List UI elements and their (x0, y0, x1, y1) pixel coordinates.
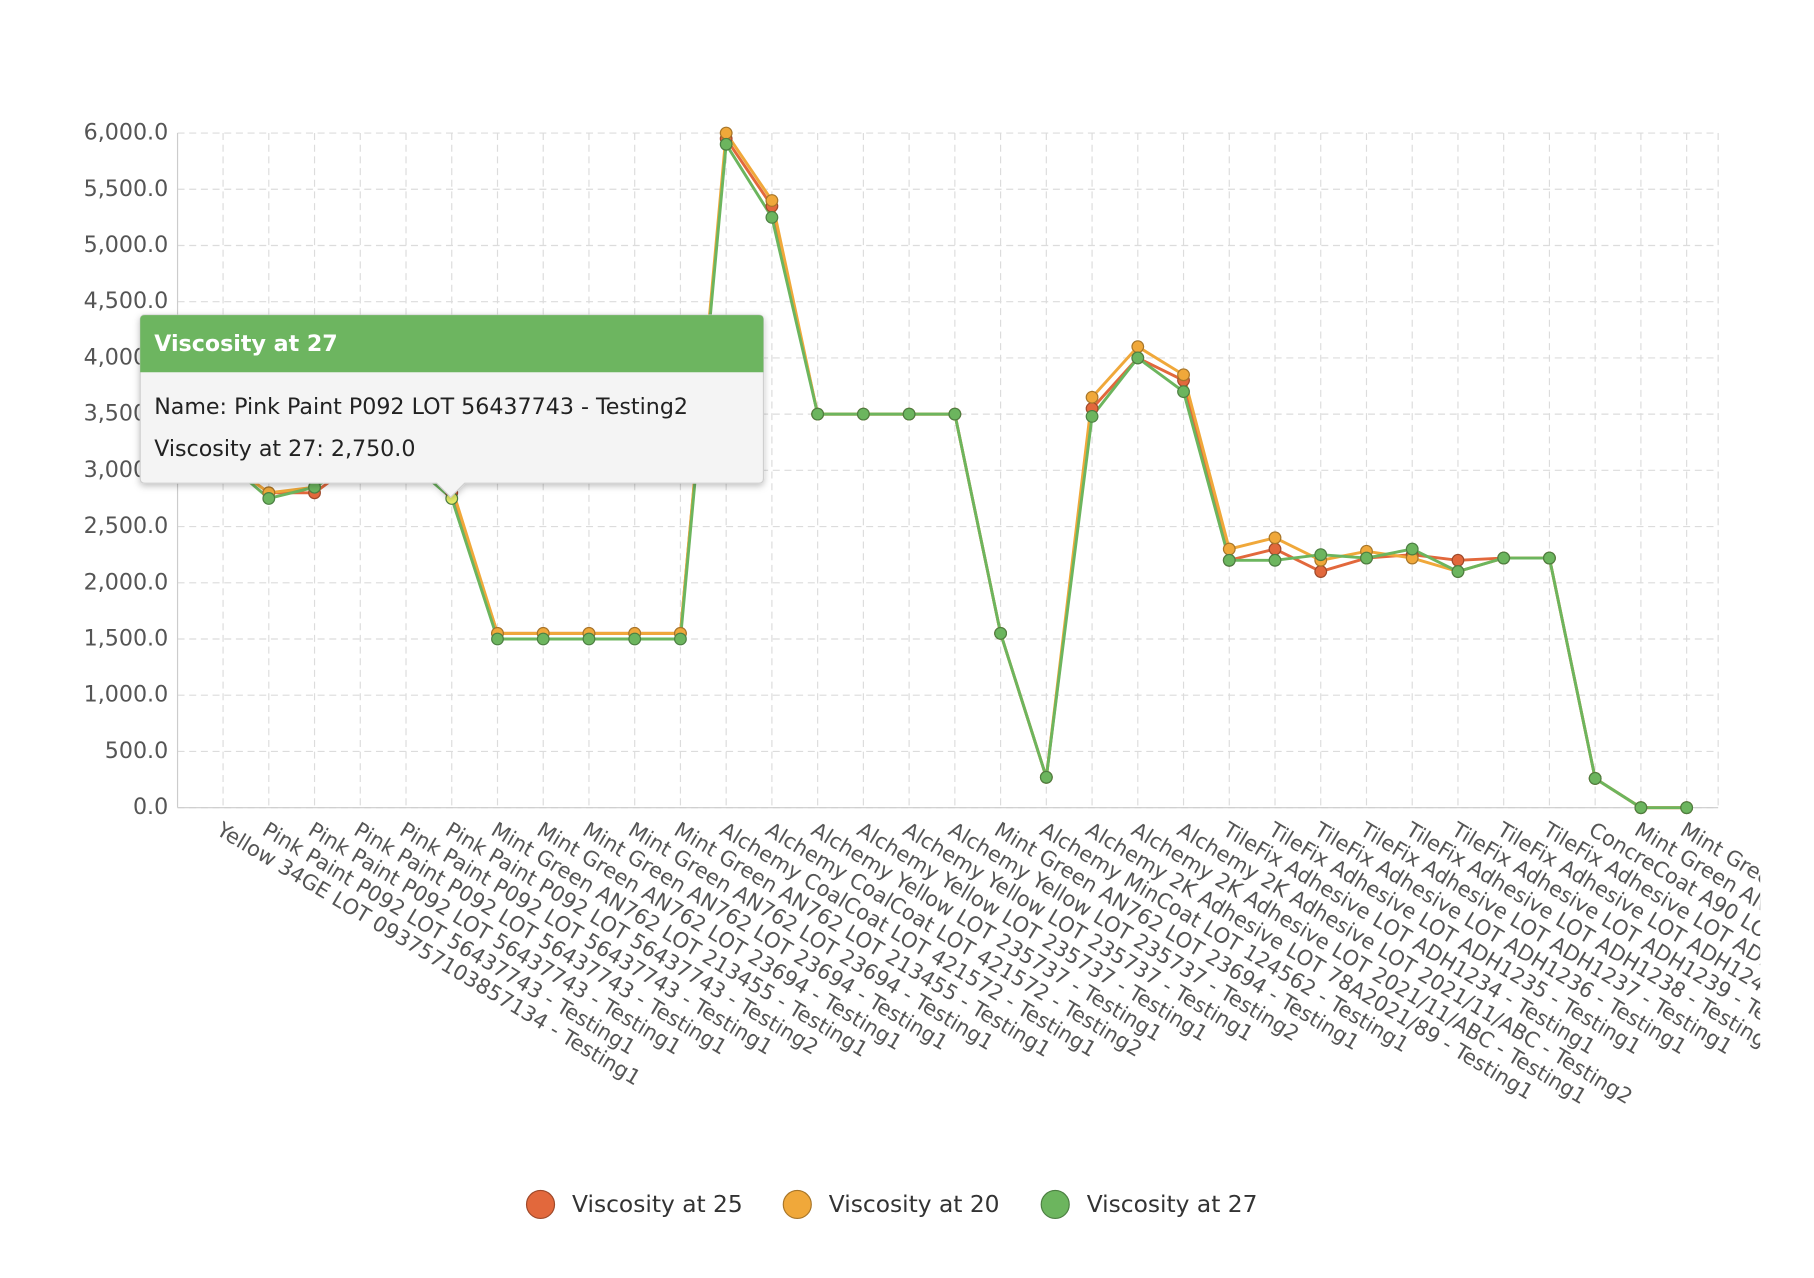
point (948, 407, 962, 421)
point (1085, 409, 1099, 423)
tooltip-title: Viscosity at 27 (154, 331, 338, 357)
y-tick-label: 4,500.0 (84, 288, 169, 314)
y-tick-label: 0.0 (133, 794, 168, 820)
point (1543, 551, 1556, 565)
point (1222, 542, 1236, 556)
point (1177, 385, 1190, 399)
point (719, 137, 733, 151)
legend-label: Viscosity at 20 (829, 1190, 1000, 1218)
point (811, 407, 825, 421)
point (1222, 553, 1236, 567)
legend: Viscosity at 25 Viscosity at 20 Viscosity … (525, 1189, 1258, 1220)
point (719, 126, 733, 140)
point (1405, 542, 1419, 556)
point (1085, 390, 1099, 404)
point (1314, 565, 1328, 578)
point (674, 632, 687, 646)
legend-label: Viscosity at 25 (572, 1190, 743, 1218)
point (1451, 565, 1465, 578)
y-tick-label: 500.0 (105, 738, 168, 764)
tooltip-line: Name: Pink Paint P092 LOT 56437743 - Tes… (154, 394, 688, 420)
point (262, 492, 276, 505)
point (765, 210, 779, 224)
point (1268, 542, 1282, 556)
tooltip: Viscosity at 27 Name: Pink Paint P092 LO… (139, 314, 765, 499)
point (856, 407, 870, 421)
x-labels: Yellow 34GE LOT 093757103857134 - Testin… (212, 817, 1760, 1109)
y-tick-label: 5,500.0 (84, 176, 169, 202)
point (1131, 351, 1145, 365)
y-tick-label: 1,000.0 (84, 682, 169, 708)
point (765, 194, 779, 207)
point (1451, 553, 1465, 567)
legend-symbol (525, 1189, 556, 1220)
grid: 0.0500.01,000.01,500.02,000.02,500.03,00… (84, 120, 1719, 820)
point (582, 632, 596, 646)
y-tick-label: 1,500.0 (84, 625, 169, 651)
point (1634, 801, 1648, 815)
point (1268, 531, 1282, 545)
point (1360, 551, 1373, 565)
point (994, 626, 1008, 640)
point (902, 407, 916, 421)
point (1268, 553, 1282, 567)
tooltip-header (140, 315, 764, 373)
point (1588, 771, 1602, 785)
point (491, 632, 504, 646)
point (1039, 770, 1053, 784)
point (1680, 801, 1694, 815)
legend-symbol (1040, 1189, 1070, 1220)
y-tick-label: 2,500.0 (84, 513, 169, 539)
tooltip-line: Viscosity at 27: 2,750.0 (154, 436, 415, 462)
point (628, 632, 642, 646)
point (1131, 340, 1145, 354)
y-tick-label: 5,000.0 (84, 232, 169, 258)
point (1497, 551, 1511, 565)
legend-symbol (782, 1189, 812, 1220)
y-tick-label: 6,000.0 (84, 120, 169, 146)
point (1314, 548, 1328, 562)
y-tick-label: 2,000.0 (84, 569, 169, 595)
legend-label: Viscosity at 27 (1087, 1190, 1258, 1218)
point (1177, 368, 1190, 382)
point (536, 632, 550, 646)
